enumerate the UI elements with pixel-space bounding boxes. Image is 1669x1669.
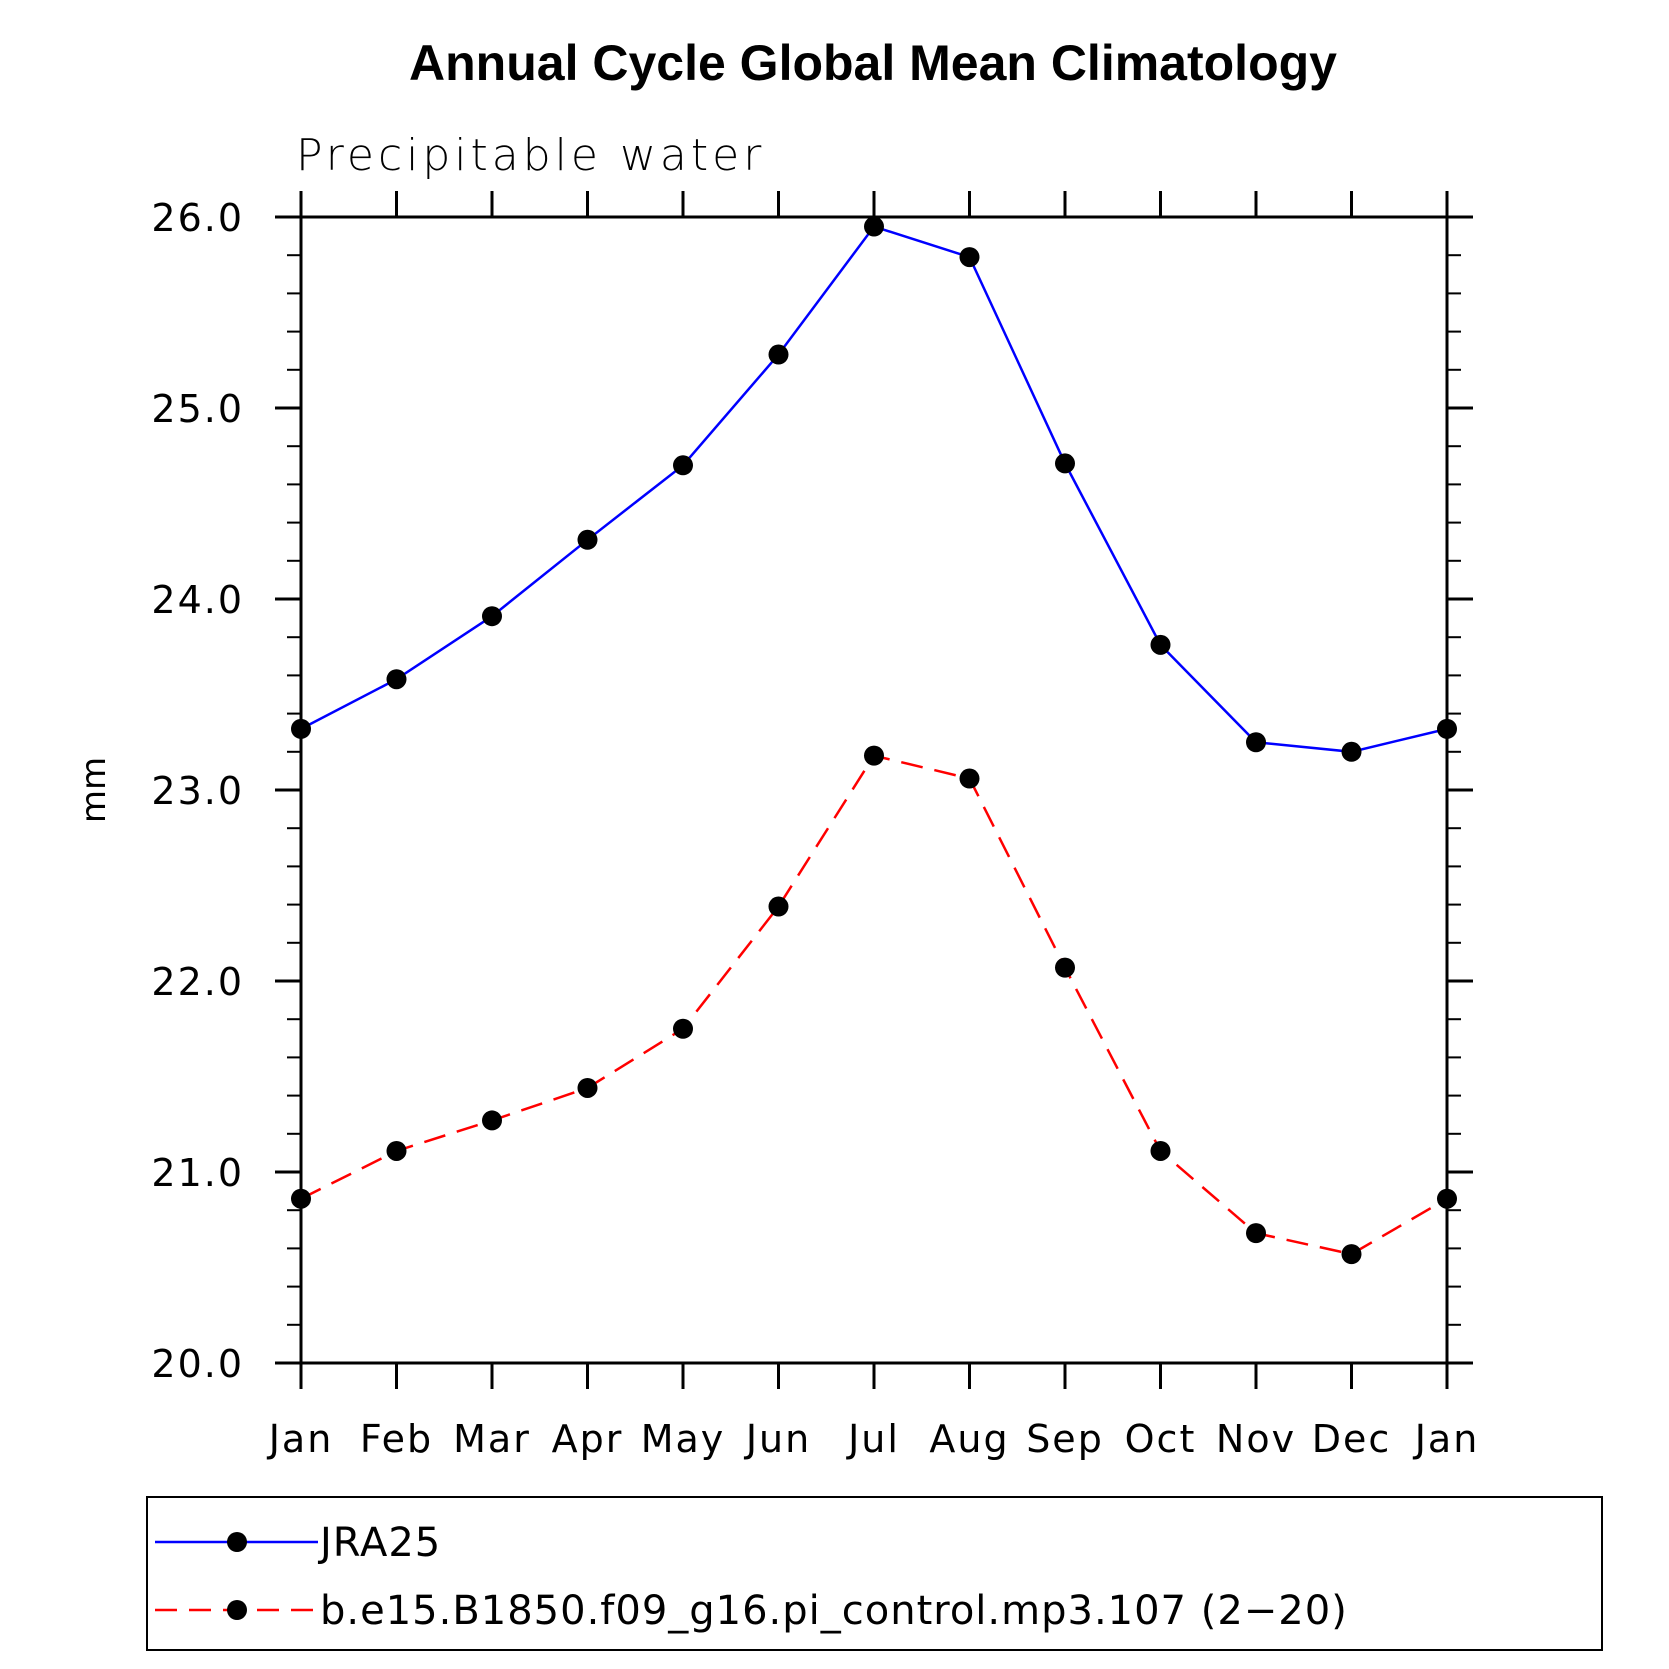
data-point <box>768 896 789 917</box>
data-point <box>577 1077 598 1098</box>
data-point <box>386 669 407 690</box>
y-tick-label: 23.0 <box>151 769 244 813</box>
data-point <box>959 247 980 268</box>
data-point <box>482 606 502 627</box>
data-point <box>1341 741 1362 762</box>
data-point <box>482 1110 502 1131</box>
data-point <box>577 529 598 550</box>
y-tick-label: 26.0 <box>151 196 244 240</box>
data-point <box>673 1018 693 1039</box>
x-tick-label: Jan <box>267 1417 334 1461</box>
series-line <box>300 754 1448 1256</box>
x-tick-label: Jul <box>846 1417 900 1461</box>
y-axis-label: mm <box>74 757 114 823</box>
chart-title: Annual Cycle Global Mean Climatology <box>409 35 1337 91</box>
legend-box <box>146 1496 1603 1651</box>
data-point <box>864 216 884 237</box>
legend-item: JRA25 <box>155 1520 441 1566</box>
axis-ticks: Jan Feb Mar Apr May Jun Jul Aug Sep Oct Nov Dec Jan 2… <box>151 191 1480 1461</box>
data-point <box>864 745 884 766</box>
legend-marker <box>227 1532 247 1552</box>
y-tick-label: 24.0 <box>151 578 244 622</box>
legend: JRA25 b.e15.B1850.f09_g16.pi_control.mp3.… <box>146 1496 1603 1651</box>
x-tick-label: Jan <box>1413 1417 1480 1461</box>
y-tick-label: 25.0 <box>151 387 244 431</box>
x-tick-label: May <box>641 1417 726 1461</box>
data-point <box>959 768 980 789</box>
data-point <box>1150 1140 1171 1161</box>
data-point <box>768 344 789 365</box>
legend-marker <box>227 1600 247 1620</box>
data-point <box>1055 957 1075 978</box>
x-tick-label: Jun <box>744 1417 811 1461</box>
x-tick-label: Dec <box>1312 1417 1392 1461</box>
legend-item: b.e15.B1850.f09_g16.pi_control.mp3.107 (… <box>155 1588 1348 1634</box>
legend-label: JRA25 <box>317 1520 441 1566</box>
x-tick-label: Apr <box>552 1417 624 1461</box>
data-point <box>1246 1223 1266 1244</box>
series-1 <box>291 216 1457 762</box>
series-line <box>300 225 1448 754</box>
plot-frame <box>299 215 1449 1365</box>
x-tick-label: Nov <box>1216 1417 1296 1461</box>
data-point <box>386 1140 407 1161</box>
chart-subtitle: Precipitable water <box>296 130 765 181</box>
series-2 <box>291 745 1457 1265</box>
x-tick-label: Mar <box>453 1417 531 1461</box>
x-tick-label: Sep <box>1026 1417 1104 1461</box>
data-point <box>1150 634 1171 655</box>
y-tick-label: 22.0 <box>151 960 244 1004</box>
x-tick-label: Feb <box>360 1417 433 1461</box>
series-layer <box>291 216 1457 1265</box>
data-point <box>1341 1244 1362 1265</box>
y-tick-label: 21.0 <box>151 1151 244 1195</box>
data-point <box>673 455 693 476</box>
x-tick-label: Oct <box>1125 1417 1197 1461</box>
data-point <box>1055 453 1075 474</box>
x-tick-label: Aug <box>929 1417 1009 1461</box>
data-point <box>1246 732 1266 753</box>
y-tick-label: 20.0 <box>151 1342 244 1386</box>
legend-label: b.e15.B1850.f09_g16.pi_control.mp3.107 (… <box>320 1588 1348 1634</box>
